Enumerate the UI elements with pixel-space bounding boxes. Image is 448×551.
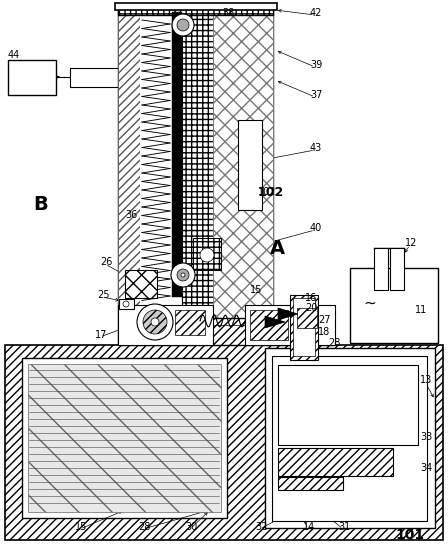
Text: 34: 34: [420, 463, 432, 473]
Text: 102: 102: [258, 187, 276, 197]
Text: 39: 39: [310, 60, 322, 70]
Text: B: B: [33, 196, 48, 214]
Bar: [272, 356, 427, 521]
Text: 11: 11: [415, 305, 427, 315]
Text: 15: 15: [75, 522, 87, 532]
Text: 13: 13: [420, 375, 432, 385]
Bar: [118, 8, 273, 318]
Text: 16: 16: [305, 293, 317, 303]
Polygon shape: [265, 316, 285, 328]
Text: 37: 37: [310, 90, 323, 100]
Bar: [22, 358, 227, 518]
Text: 40: 40: [310, 223, 322, 233]
Bar: [350, 268, 438, 343]
Text: 27: 27: [318, 315, 331, 325]
Circle shape: [177, 269, 189, 281]
Circle shape: [171, 263, 195, 287]
Text: 38: 38: [222, 8, 234, 18]
Bar: [193, 238, 221, 270]
Circle shape: [151, 318, 159, 326]
Bar: [265, 348, 435, 528]
Text: 32: 32: [255, 522, 267, 532]
Text: 102: 102: [258, 186, 284, 198]
Bar: [250, 310, 288, 340]
Circle shape: [172, 14, 194, 36]
Text: 42: 42: [310, 8, 323, 18]
Text: 17: 17: [95, 330, 108, 340]
Text: 18: 18: [318, 327, 330, 337]
Text: 25: 25: [97, 290, 109, 300]
Bar: [118, 305, 213, 345]
Bar: [182, 8, 240, 318]
Bar: [290, 295, 318, 360]
Polygon shape: [278, 308, 298, 320]
Bar: [278, 448, 393, 476]
Bar: [125, 270, 157, 298]
Circle shape: [137, 304, 173, 340]
Circle shape: [177, 19, 189, 31]
Text: 26: 26: [100, 257, 112, 267]
Text: 28: 28: [328, 338, 340, 348]
Text: 43: 43: [310, 143, 322, 153]
Bar: [118, 5, 273, 15]
Text: 14: 14: [303, 522, 315, 532]
Text: 101: 101: [395, 528, 424, 542]
Bar: [172, 12, 182, 297]
Bar: [293, 298, 315, 356]
Circle shape: [200, 248, 214, 262]
Bar: [374, 248, 388, 290]
Text: 28: 28: [138, 522, 151, 532]
Bar: [5, 345, 443, 540]
Bar: [297, 308, 317, 328]
Text: 36: 36: [125, 210, 137, 220]
Text: A: A: [270, 239, 285, 257]
Bar: [118, 318, 333, 345]
Bar: [213, 8, 273, 318]
Bar: [119, 299, 134, 309]
Bar: [28, 364, 221, 512]
Bar: [278, 365, 418, 445]
Circle shape: [123, 301, 129, 307]
Text: 30: 30: [185, 522, 197, 532]
Circle shape: [143, 310, 167, 334]
Text: 31: 31: [338, 522, 350, 532]
Text: 44: 44: [8, 50, 20, 60]
Text: 20: 20: [305, 303, 317, 313]
Bar: [390, 248, 404, 290]
Text: 15: 15: [250, 285, 263, 295]
Text: ~: ~: [363, 296, 376, 311]
Text: 12: 12: [405, 238, 418, 248]
Bar: [245, 305, 335, 345]
Bar: [118, 8, 140, 318]
Text: 33: 33: [420, 432, 432, 442]
Bar: [238, 120, 262, 210]
Bar: [175, 310, 205, 335]
Bar: [140, 8, 172, 318]
Bar: [278, 477, 343, 490]
Bar: [8, 60, 56, 95]
Circle shape: [181, 273, 185, 277]
Bar: [115, 3, 277, 10]
